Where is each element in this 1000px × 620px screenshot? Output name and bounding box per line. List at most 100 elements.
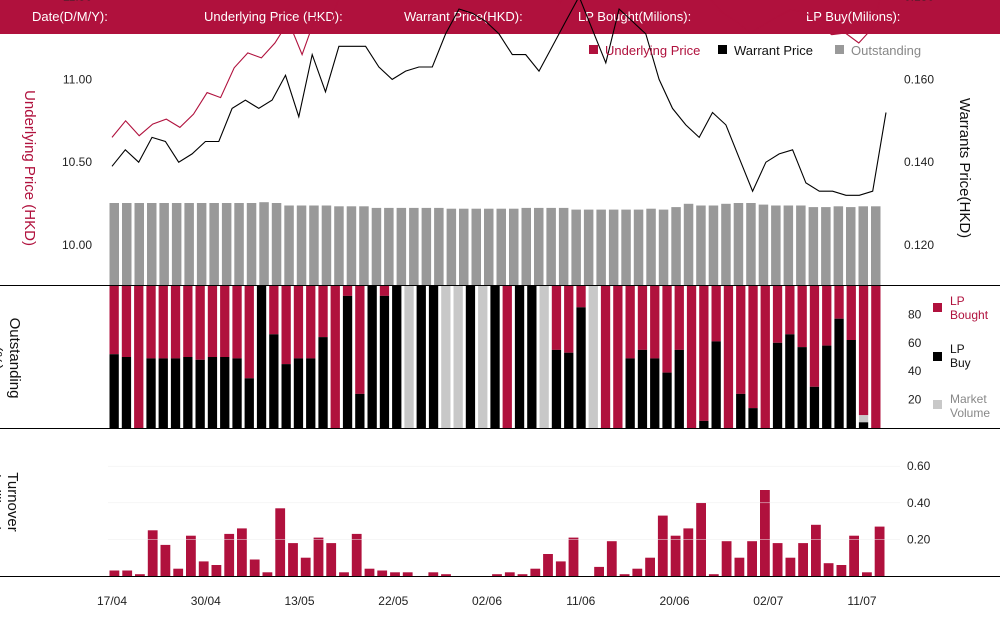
x-axis-tick: 11/06 bbox=[566, 594, 595, 608]
outstanding-bar bbox=[296, 205, 307, 285]
header-bar: Date(D/M/Y): Underlying Price (HKD): War… bbox=[0, 0, 1000, 34]
legend-lp-bought: LP Bought bbox=[950, 294, 989, 322]
legend-lp-buy: LP Buy bbox=[950, 342, 971, 370]
lp-bought-bar bbox=[650, 286, 660, 359]
turnover-bar bbox=[734, 557, 745, 576]
outstanding-bar bbox=[271, 203, 282, 285]
middle-axis-tick: 40 bbox=[908, 364, 922, 378]
turnover-bar bbox=[530, 568, 541, 576]
turnover-bar bbox=[300, 557, 311, 576]
lp-bought-bar bbox=[699, 286, 709, 421]
turnover-bar bbox=[237, 528, 247, 576]
lp-bought-bar bbox=[293, 286, 304, 359]
left-axis-title: Underlying Price (HKD) bbox=[21, 90, 38, 246]
date-label: Date(D/M/Y): bbox=[32, 9, 108, 24]
lp-bought-bar bbox=[342, 286, 353, 296]
outstanding-bar bbox=[147, 203, 157, 285]
x-axis-tick: 13/05 bbox=[284, 594, 314, 608]
market-volume-bar bbox=[858, 415, 869, 423]
turnover-bar bbox=[721, 541, 732, 576]
outstanding-bar bbox=[321, 205, 332, 285]
lp-buy-bar bbox=[109, 354, 119, 428]
outstanding-bar bbox=[583, 209, 594, 285]
outstanding-bar bbox=[334, 206, 344, 285]
turnover-bar bbox=[619, 574, 630, 576]
turnover-axis-tick: 0.40 bbox=[907, 496, 931, 510]
turnover-bar bbox=[275, 508, 286, 576]
right-axis-tick: 0.180 bbox=[904, 0, 934, 4]
lp-buy-bar bbox=[785, 334, 795, 428]
middle-axis-tick: 60 bbox=[908, 336, 922, 350]
turnover-bar bbox=[160, 544, 171, 576]
lp-buy-bar bbox=[170, 358, 181, 428]
turnover-bar bbox=[760, 490, 770, 576]
outstanding-bar bbox=[596, 209, 606, 285]
outstanding-bar bbox=[534, 207, 544, 285]
lp-bought-bar bbox=[785, 286, 795, 335]
lp-bought-bar bbox=[551, 286, 562, 350]
underlying-price-label: Underlying Price (HKD): bbox=[204, 9, 343, 24]
outstanding-bar bbox=[421, 207, 432, 285]
outstanding-bar bbox=[209, 203, 219, 285]
lp-buy-bar bbox=[355, 393, 365, 428]
turnover-axis-tick: 0.20 bbox=[907, 532, 931, 546]
outstanding-bar bbox=[496, 208, 506, 285]
turnover-bar bbox=[147, 530, 158, 577]
lp-buy-bar bbox=[772, 342, 783, 428]
turnover-axis-title: Turnover(Millions) bbox=[0, 472, 21, 532]
outstanding-bar bbox=[159, 203, 169, 285]
outstanding-bar bbox=[546, 207, 556, 285]
outstanding-bar bbox=[671, 207, 681, 285]
legend-swatch-outstanding bbox=[835, 45, 844, 54]
turnover-bar bbox=[364, 568, 375, 576]
lp-bought-bar bbox=[306, 286, 316, 359]
outstanding-bar bbox=[459, 208, 469, 285]
lp-bought-bar bbox=[183, 286, 193, 357]
outstanding-bar bbox=[633, 209, 644, 285]
lp-bought-bar bbox=[318, 286, 328, 338]
lp-bought-bar bbox=[355, 286, 365, 394]
lp-bought-bar bbox=[576, 286, 586, 308]
lp-bought-bar bbox=[613, 286, 623, 428]
turnover-bar bbox=[224, 533, 235, 576]
lp-bought-bar bbox=[858, 286, 869, 416]
turnover-bar bbox=[492, 574, 502, 576]
lp-bought-bar bbox=[195, 286, 205, 360]
turnover-bar bbox=[645, 557, 655, 576]
lp-bought-bar bbox=[146, 286, 156, 359]
lp-bought-bar bbox=[502, 286, 512, 428]
turnover-bar bbox=[428, 572, 439, 576]
lp-buy-bar bbox=[674, 349, 684, 428]
lp-buy-bar bbox=[195, 359, 205, 428]
turnover-bar bbox=[772, 543, 783, 576]
lp-bought-bar bbox=[134, 286, 144, 428]
outstanding-bar bbox=[246, 203, 257, 285]
right-axis-tick: 0.120 bbox=[904, 238, 934, 252]
lp-buy-bar bbox=[637, 349, 648, 428]
lp-bought-bar bbox=[269, 286, 279, 335]
left-axis-tick: 11.50 bbox=[63, 0, 92, 4]
lp-bought-bar bbox=[625, 286, 635, 359]
turnover-bar bbox=[441, 574, 451, 576]
lp-buy-bar bbox=[834, 318, 844, 428]
turnover-bar bbox=[670, 535, 681, 576]
turnover-bar bbox=[708, 574, 719, 576]
outstanding-bar bbox=[821, 207, 831, 285]
turnover-bar bbox=[262, 572, 273, 576]
lp-buy-bar bbox=[416, 286, 426, 428]
lp-bought-bar bbox=[772, 286, 783, 343]
outstanding-bar bbox=[109, 203, 119, 285]
turnover-axis-tick: 0.60 bbox=[907, 459, 931, 473]
turnover-bar bbox=[798, 543, 808, 576]
lp-bought-bar bbox=[232, 286, 242, 359]
outstanding-bar bbox=[521, 207, 531, 285]
legend-swatch-lp-bought bbox=[933, 303, 942, 312]
outstanding-bar bbox=[646, 208, 656, 285]
lp-bought-bar bbox=[822, 286, 832, 346]
turnover-bar bbox=[198, 561, 209, 576]
lp-buy-bar bbox=[662, 372, 672, 428]
lp-buy-bar bbox=[625, 358, 635, 428]
outstanding-bar bbox=[309, 205, 319, 285]
lp-buy-bar bbox=[207, 357, 218, 428]
